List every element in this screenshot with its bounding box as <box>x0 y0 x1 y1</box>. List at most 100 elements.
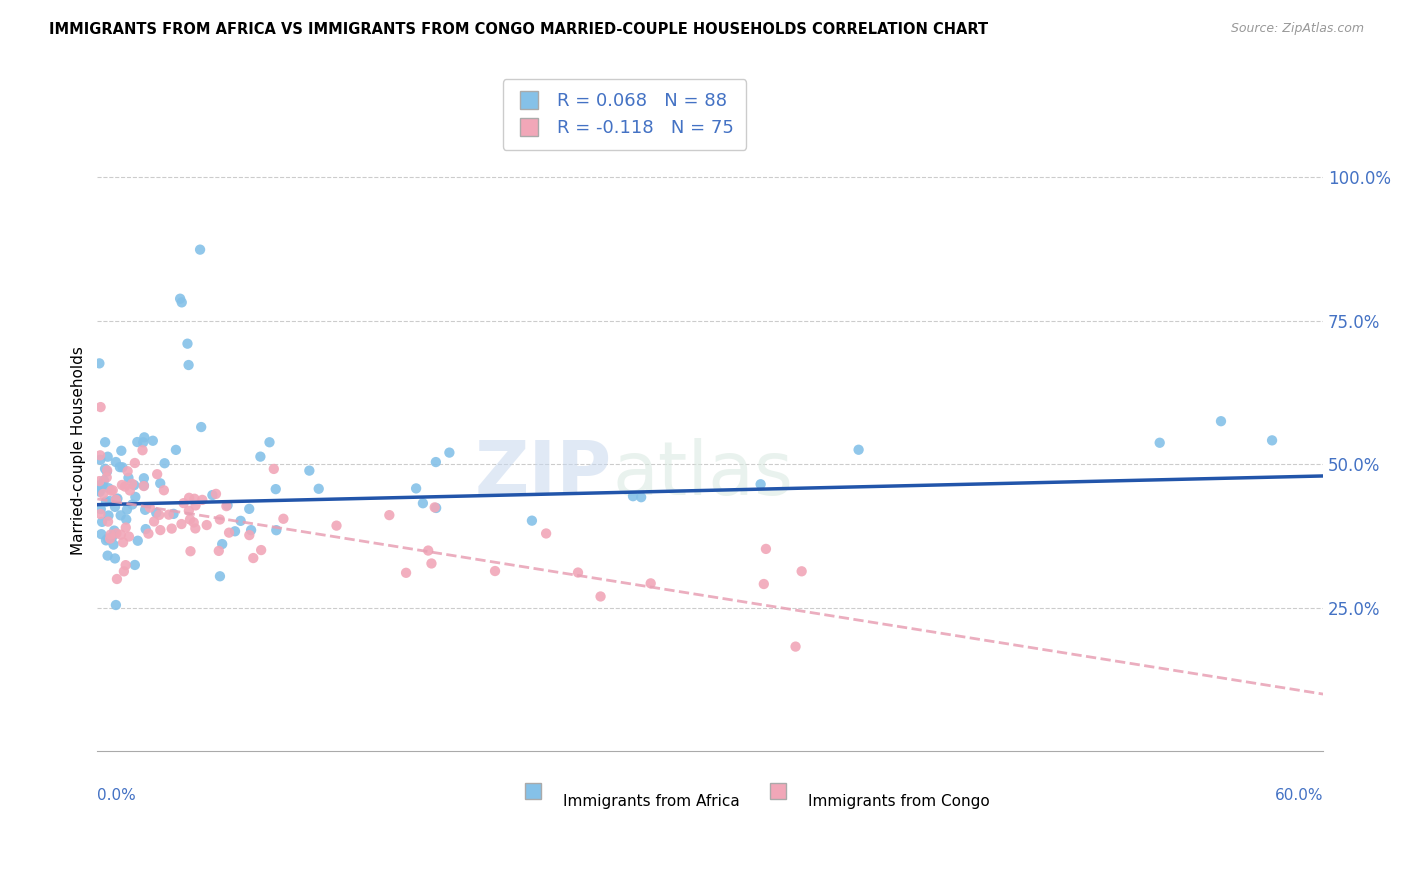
Point <box>630 490 652 504</box>
Point <box>97 450 120 464</box>
Point <box>848 442 870 457</box>
Point <box>412 496 434 510</box>
Point <box>112 535 135 549</box>
Point <box>520 514 543 528</box>
Point <box>124 558 146 572</box>
Point <box>218 525 240 540</box>
Point <box>101 483 124 498</box>
Point <box>110 508 132 523</box>
Point <box>484 564 506 578</box>
Text: Source: ZipAtlas.com: Source: ZipAtlas.com <box>1230 22 1364 36</box>
Point <box>752 577 775 591</box>
Point <box>104 551 127 566</box>
Point <box>94 494 117 508</box>
Point <box>142 434 165 448</box>
Legend: R = 0.068   N = 88, R = -0.118   N = 75: R = 0.068 N = 88, R = -0.118 N = 75 <box>502 79 747 150</box>
Point <box>589 590 612 604</box>
Point <box>208 544 231 558</box>
Point <box>112 565 135 579</box>
Point <box>94 462 117 476</box>
Point <box>132 471 155 485</box>
Point <box>298 464 321 478</box>
Point <box>240 523 263 537</box>
Point <box>170 517 193 532</box>
Point <box>790 564 813 578</box>
Point <box>177 491 200 505</box>
Point <box>115 512 138 526</box>
Point <box>89 356 111 370</box>
Point <box>111 460 134 475</box>
Point <box>215 499 238 513</box>
Point <box>97 508 120 523</box>
Point <box>420 557 443 571</box>
Point <box>567 566 589 580</box>
Point <box>176 336 198 351</box>
Point <box>242 551 264 566</box>
Point <box>127 533 149 548</box>
Point <box>89 507 111 521</box>
Point <box>100 527 122 541</box>
Point <box>89 474 111 488</box>
Point <box>263 462 285 476</box>
Point <box>132 479 155 493</box>
Text: 60.0%: 60.0% <box>1275 788 1323 803</box>
Point <box>118 483 141 498</box>
Point <box>169 292 191 306</box>
Point <box>534 526 557 541</box>
Text: 0.0%: 0.0% <box>97 788 136 803</box>
Point <box>97 515 120 529</box>
Point <box>755 541 778 556</box>
Point <box>124 490 146 504</box>
Point <box>97 549 120 563</box>
Point <box>104 500 127 514</box>
Text: ZIP: ZIP <box>475 438 612 511</box>
Point <box>105 491 128 506</box>
Point <box>131 443 153 458</box>
Point <box>134 503 156 517</box>
Point <box>439 445 461 459</box>
Point <box>157 508 180 522</box>
Point <box>103 524 125 538</box>
Point <box>201 488 224 502</box>
Point <box>124 456 146 470</box>
Point <box>91 478 114 492</box>
Point <box>184 521 207 535</box>
Point <box>425 455 447 469</box>
Point <box>89 452 111 467</box>
Point <box>89 478 111 492</box>
Point <box>749 477 772 491</box>
Point <box>127 435 149 450</box>
Text: Immigrants from Africa: Immigrants from Africa <box>564 794 740 809</box>
Point <box>238 528 260 542</box>
Point <box>191 492 214 507</box>
Point <box>325 518 347 533</box>
Point <box>121 476 143 491</box>
Point <box>149 476 172 491</box>
Point <box>89 483 111 498</box>
Point <box>190 420 212 434</box>
Point <box>621 489 644 503</box>
Point <box>405 482 427 496</box>
Point <box>149 523 172 537</box>
Point <box>308 482 330 496</box>
Point <box>132 435 155 450</box>
Point <box>105 572 128 586</box>
Point <box>138 526 160 541</box>
Point <box>108 460 131 475</box>
Text: IMMIGRANTS FROM AFRICA VS IMMIGRANTS FROM CONGO MARRIED-COUPLE HOUSEHOLDS CORREL: IMMIGRANTS FROM AFRICA VS IMMIGRANTS FRO… <box>49 22 988 37</box>
Point <box>1149 435 1171 450</box>
Point <box>94 533 117 548</box>
Point <box>170 295 193 310</box>
Point <box>179 544 201 558</box>
Text: Immigrants from Congo: Immigrants from Congo <box>808 794 990 809</box>
Point <box>107 491 129 506</box>
Point <box>418 543 440 558</box>
Point <box>208 569 231 583</box>
Point <box>135 522 157 536</box>
Point <box>640 576 662 591</box>
Point <box>153 483 176 498</box>
Point <box>97 532 120 546</box>
Point <box>195 518 218 533</box>
Point <box>160 522 183 536</box>
Point <box>205 487 228 501</box>
